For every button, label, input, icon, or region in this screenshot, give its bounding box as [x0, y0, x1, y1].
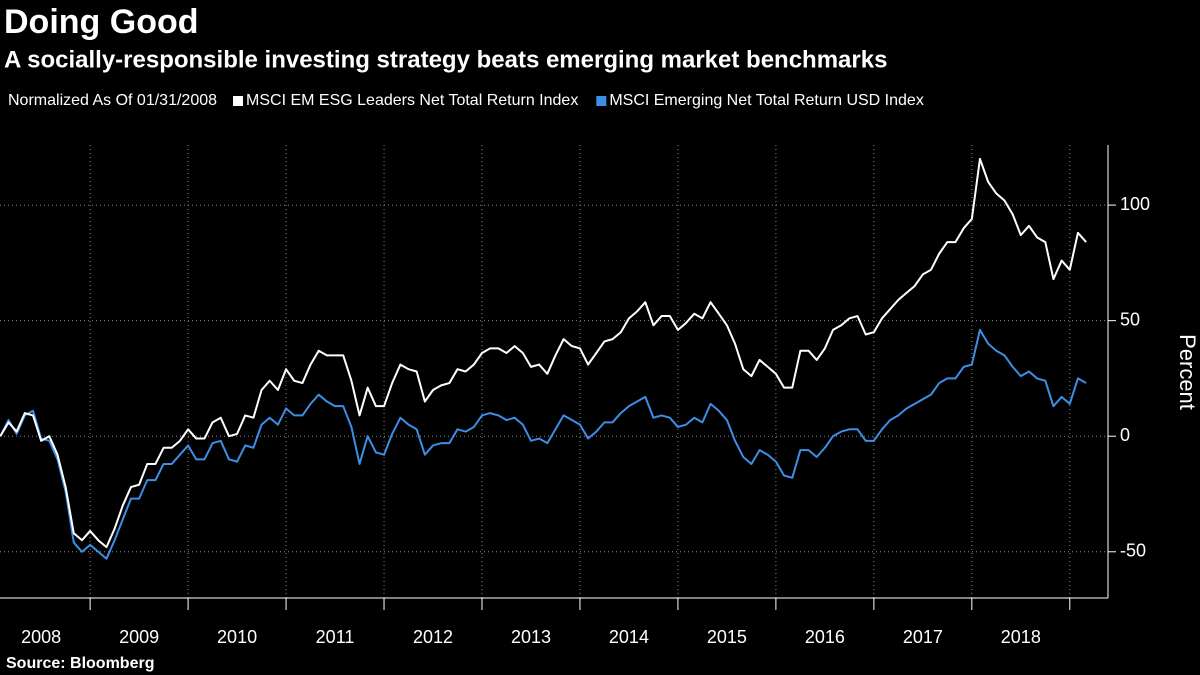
- chart-subtitle: A socially-responsible investing strateg…: [4, 46, 887, 73]
- x-tick-label: 2010: [217, 627, 257, 647]
- y-tick-label: 100: [1120, 194, 1150, 214]
- x-tick-label: 2012: [413, 627, 453, 647]
- x-tick-label: 2009: [119, 627, 159, 647]
- x-tick-label: 2017: [903, 627, 943, 647]
- x-tick-label: 2018: [1001, 627, 1041, 647]
- y-tick-label: 50: [1120, 309, 1140, 329]
- x-tick-label: 2011: [316, 627, 355, 647]
- y-tick-label: -50: [1120, 541, 1146, 561]
- x-tick-label: 2015: [707, 627, 747, 647]
- legend-title: Normalized As Of 01/31/2008: [8, 92, 217, 109]
- x-tick-label: 2014: [609, 627, 649, 647]
- source: Source: Bloomberg: [6, 655, 154, 672]
- y-axis-label: Percent: [1175, 334, 1200, 410]
- legend-label: MSCI Emerging Net Total Return USD Index: [609, 92, 924, 109]
- y-tick-label: 0: [1120, 425, 1130, 445]
- x-tick-label: 2008: [21, 627, 61, 647]
- legend-swatch: [233, 96, 244, 106]
- series-line: [0, 328, 1087, 560]
- series-line: [0, 157, 1087, 549]
- x-tick-label: 2016: [805, 627, 845, 647]
- chart-title: Doing Good: [4, 3, 199, 41]
- legend-swatch: [596, 96, 607, 106]
- x-tick-label: 2013: [511, 627, 551, 647]
- legend-label: MSCI EM ESG Leaders Net Total Return Ind…: [246, 92, 578, 109]
